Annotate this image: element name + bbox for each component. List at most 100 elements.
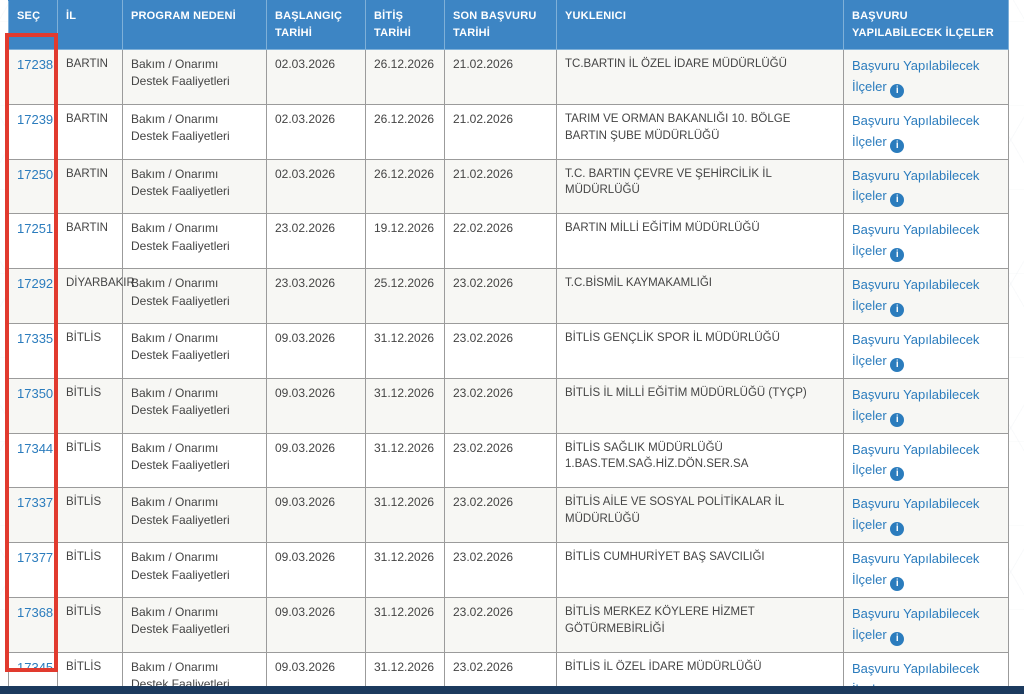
program-id-link[interactable]: 17292 bbox=[17, 276, 54, 292]
info-icon[interactable]: i bbox=[890, 138, 905, 153]
select-cell: 17345 bbox=[8, 651, 58, 694]
start-date-cell: 02.03.2026 bbox=[266, 103, 366, 160]
info-icon[interactable]: i bbox=[890, 412, 905, 427]
districts-cell: Başvuru Yapılabilecek İlçeler i bbox=[843, 432, 1009, 489]
districts-link[interactable]: Başvuru Yapılabilecek İlçeler i bbox=[852, 330, 1000, 372]
program-reason-cell: Bakım / Onarımı Destek Faaliyetleri bbox=[122, 432, 267, 489]
select-cell: 17292 bbox=[8, 268, 58, 325]
start-date-cell: 09.03.2026 bbox=[266, 323, 366, 379]
column-header-start-date: BAŞLANGIÇ TARİHİ bbox=[266, 0, 366, 51]
column-header-il: İL bbox=[57, 0, 123, 51]
select-cell: 17344 bbox=[8, 432, 58, 489]
end-date-cell: 31.12.2026 bbox=[365, 542, 445, 599]
districts-link[interactable]: Başvuru Yapılabilecek İlçeler i bbox=[852, 111, 1000, 153]
program-id-link[interactable]: 17239 bbox=[17, 111, 54, 127]
program-id-link[interactable]: 17337 bbox=[17, 495, 54, 511]
districts-cell: Başvuru Yapılabilecek İlçeler i bbox=[843, 213, 1009, 270]
contractor-cell: TC.BARTIN İL ÖZEL İDARE MÜDÜRLÜĞÜ bbox=[556, 49, 844, 105]
end-date-cell: 26.12.2026 bbox=[365, 103, 445, 160]
districts-link[interactable]: Başvuru Yapılabilecek İlçeler i bbox=[852, 166, 1000, 208]
districts-link[interactable]: Başvuru Yapılabilecek İlçeler i bbox=[852, 275, 1000, 318]
program-reason-cell: Bakım / Onarımı Destek Faaliyetleri bbox=[122, 49, 267, 105]
province-cell: BARTIN bbox=[57, 158, 123, 215]
table-row: 17337 BİTLİS Bakım / Onarımı Destek Faal… bbox=[8, 487, 1009, 544]
districts-link[interactable]: Başvuru Yapılabilecek İlçeler i bbox=[852, 604, 1000, 646]
districts-link-label: Başvuru Yapılabilecek İlçeler bbox=[852, 441, 980, 478]
program-reason-cell: Bakım / Onarımı Destek Faaliyetleri bbox=[122, 323, 267, 379]
program-id-link[interactable]: 17238 bbox=[17, 57, 54, 73]
program-id-link[interactable]: 17368 bbox=[17, 605, 54, 621]
table-row: 17250 BARTIN Bakım / Onarımı Destek Faal… bbox=[8, 158, 1009, 215]
select-cell: 17368 bbox=[8, 597, 58, 653]
info-icon[interactable]: i bbox=[890, 522, 905, 537]
info-icon[interactable]: i bbox=[890, 193, 905, 208]
end-date-cell: 26.12.2026 bbox=[365, 49, 445, 105]
programs-table-container: SEÇ İL PROGRAM NEDENİ BAŞLANGIÇ TARİHİ B… bbox=[8, 0, 1009, 694]
program-id-link[interactable]: 17350 bbox=[17, 385, 54, 401]
program-id-link[interactable]: 17344 bbox=[17, 440, 54, 456]
column-header-contractor: YUKLENICI bbox=[556, 0, 844, 51]
table-row: 17377 BİTLİS Bakım / Onarımı Destek Faal… bbox=[8, 542, 1009, 599]
districts-link[interactable]: Başvuru Yapılabilecek İlçeler i bbox=[852, 549, 1000, 592]
select-cell: 17250 bbox=[8, 158, 58, 215]
deadline-date-cell: 23.02.2026 bbox=[444, 597, 557, 653]
program-id-link[interactable]: 17345 bbox=[17, 659, 54, 675]
program-id-link[interactable]: 17377 bbox=[17, 550, 54, 566]
districts-cell: Başvuru Yapılabilecek İlçeler i bbox=[843, 268, 1009, 325]
info-icon[interactable]: i bbox=[890, 577, 905, 592]
deadline-date-cell: 23.02.2026 bbox=[444, 323, 557, 379]
districts-link-label: Başvuru Yapılabilecek İlçeler bbox=[852, 551, 980, 588]
column-header-sec: SEÇ bbox=[8, 0, 58, 51]
contractor-cell: BİTLİS SAĞLIK MÜDÜRLÜĞÜ 1.BAS.TEM.SAĞ.Hİ… bbox=[556, 432, 844, 489]
start-date-cell: 02.03.2026 bbox=[266, 158, 366, 215]
program-reason-cell: Bakım / Onarımı Destek Faaliyetleri bbox=[122, 597, 267, 653]
start-date-cell: 09.03.2026 bbox=[266, 487, 366, 544]
province-cell: BİTLİS bbox=[57, 487, 123, 544]
table-row: 17344 BİTLİS Bakım / Onarımı Destek Faal… bbox=[8, 432, 1009, 489]
start-date-cell: 23.03.2026 bbox=[266, 268, 366, 325]
districts-link-label: Başvuru Yapılabilecek İlçeler bbox=[852, 277, 980, 314]
info-icon[interactable]: i bbox=[890, 248, 905, 263]
bottom-navy-bar bbox=[0, 686, 1024, 694]
start-date-cell: 09.03.2026 bbox=[266, 377, 366, 434]
programs-table: SEÇ İL PROGRAM NEDENİ BAŞLANGIÇ TARİHİ B… bbox=[8, 0, 1009, 694]
province-cell: BARTIN bbox=[57, 213, 123, 270]
program-id-link[interactable]: 17250 bbox=[17, 166, 54, 182]
start-date-cell: 09.03.2026 bbox=[266, 432, 366, 489]
info-icon[interactable]: i bbox=[890, 631, 905, 646]
contractor-cell: BİTLİS İL MİLLİ EĞİTİM MÜDÜRLÜĞÜ (TYÇP) bbox=[556, 377, 844, 434]
info-icon[interactable]: i bbox=[890, 83, 905, 98]
districts-link[interactable]: Başvuru Yapılabilecek İlçeler i bbox=[852, 385, 1000, 427]
table-row: 17292 DİYARBAKIR Bakım / Onarımı Destek … bbox=[8, 268, 1009, 325]
contractor-cell: BARTIN MİLLİ EĞİTİM MÜDÜRLÜĞÜ bbox=[556, 213, 844, 270]
province-cell: BİTLİS bbox=[57, 597, 123, 653]
end-date-cell: 31.12.2026 bbox=[365, 377, 445, 434]
contractor-cell: BİTLİS CUMHURİYET BAŞ SAVCILIĞI bbox=[556, 542, 844, 599]
districts-link[interactable]: Başvuru Yapılabilecek İlçeler i bbox=[852, 440, 1000, 482]
districts-cell: Başvuru Yapılabilecek İlçeler i bbox=[843, 49, 1009, 105]
info-icon[interactable]: i bbox=[890, 467, 905, 482]
select-cell: 17251 bbox=[8, 213, 58, 270]
districts-link[interactable]: Başvuru Yapılabilecek İlçeler i bbox=[852, 494, 1000, 537]
program-reason-cell: Bakım / Onarımı Destek Faaliyetleri bbox=[122, 268, 267, 325]
column-header-program: PROGRAM NEDENİ bbox=[122, 0, 267, 51]
districts-link[interactable]: Başvuru Yapılabilecek İlçeler i bbox=[852, 56, 1000, 98]
districts-link-label: Başvuru Yapılabilecek İlçeler bbox=[852, 58, 980, 94]
table-row: 17239 BARTIN Bakım / Onarımı Destek Faal… bbox=[8, 103, 1009, 160]
select-cell: 17337 bbox=[8, 487, 58, 544]
deadline-date-cell: 22.02.2026 bbox=[444, 213, 557, 270]
contractor-cell: T.C.BİSMİL KAYMAKAMLIĞI bbox=[556, 268, 844, 325]
districts-link[interactable]: Başvuru Yapılabilecek İlçeler i bbox=[852, 220, 1000, 263]
select-cell: 17238 bbox=[8, 49, 58, 105]
table-row: 17368 BİTLİS Bakım / Onarımı Destek Faal… bbox=[8, 597, 1009, 653]
info-icon[interactable]: i bbox=[890, 303, 905, 318]
table-row: 17335 BİTLİS Bakım / Onarımı Destek Faal… bbox=[8, 323, 1009, 379]
start-date-cell: 23.02.2026 bbox=[266, 213, 366, 270]
province-cell: BARTIN bbox=[57, 103, 123, 160]
districts-link-label: Başvuru Yapılabilecek İlçeler bbox=[852, 222, 980, 259]
province-cell: BARTIN bbox=[57, 49, 123, 105]
end-date-cell: 26.12.2026 bbox=[365, 158, 445, 215]
info-icon[interactable]: i bbox=[890, 357, 905, 372]
program-id-link[interactable]: 17251 bbox=[17, 221, 54, 237]
program-id-link[interactable]: 17335 bbox=[17, 331, 54, 347]
